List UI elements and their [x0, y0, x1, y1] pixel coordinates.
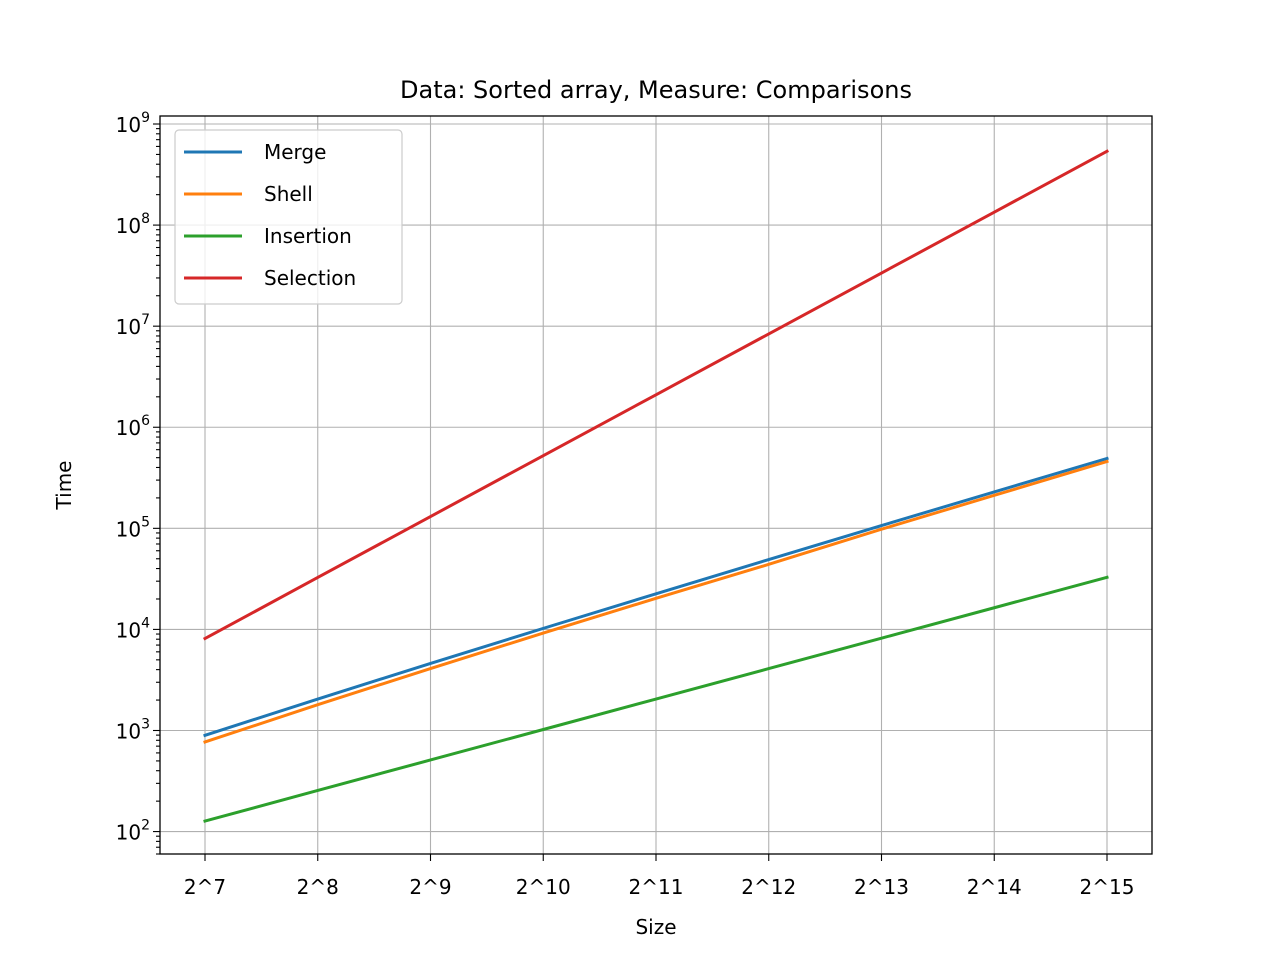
grid: [160, 116, 1152, 854]
x-tick-label: 2^13: [854, 875, 909, 899]
y-tick-label: 109: [116, 110, 150, 137]
x-tick-label: 2^15: [1080, 875, 1135, 899]
series-line-selection: [202, 149, 1110, 641]
x-tick-label: 2^11: [629, 875, 684, 899]
y-tick-label: 104: [116, 615, 150, 642]
x-tick-label: 2^10: [516, 875, 571, 899]
x-axis-label: Size: [635, 915, 676, 939]
x-tick-label: 2^14: [967, 875, 1022, 899]
legend-label-insertion: Insertion: [264, 224, 352, 248]
x-tick-label: 2^8: [297, 875, 339, 899]
y-tick-label: 102: [116, 818, 150, 845]
x-tick-label: 2^7: [184, 875, 226, 899]
legend-label-selection: Selection: [264, 266, 356, 290]
y-tick-label: 108: [116, 211, 150, 238]
series-line-shell: [203, 459, 1109, 744]
series-line-merge: [203, 456, 1109, 738]
legend-label-merge: Merge: [264, 140, 326, 164]
legend: Merge Shell Insertion Selection: [174, 129, 403, 305]
legend-box: [174, 129, 403, 305]
x-axis: 2^7 2^8 2^9 2^10 2^11 2^12 2^13 2^14 2^15: [184, 854, 1135, 899]
y-tick-label: 106: [116, 413, 150, 440]
y-tick-label: 107: [116, 312, 150, 339]
x-tick-label: 2^12: [741, 875, 796, 899]
chart-title: Data: Sorted array, Measure: Comparisons: [400, 76, 912, 104]
series-line-insertion: [203, 575, 1109, 823]
legend-label-shell: Shell: [264, 182, 313, 206]
y-tick-label: 105: [116, 514, 150, 541]
y-axis: 102 103 104 105 106 107 108 109: [116, 110, 160, 855]
y-axis-label: Time: [52, 461, 76, 511]
y-tick-label: 103: [116, 716, 150, 743]
x-tick-label: 2^9: [409, 875, 451, 899]
series-lines: [202, 149, 1110, 823]
